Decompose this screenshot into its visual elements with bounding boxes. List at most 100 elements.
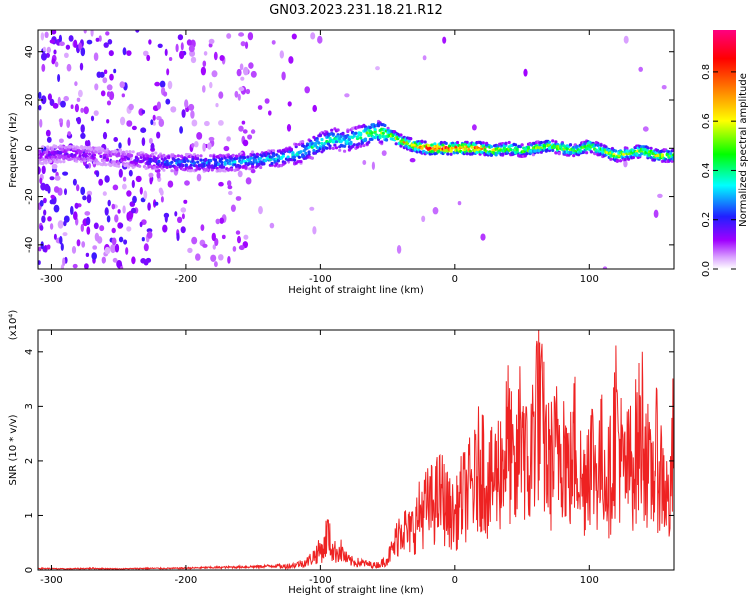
ridge-cell xyxy=(507,140,511,145)
ridge-cell xyxy=(465,152,469,156)
ridge-cell xyxy=(449,152,453,156)
ridge-cell xyxy=(359,144,363,148)
ridge-cell xyxy=(99,154,103,158)
ridge-cell xyxy=(394,142,398,146)
spectrogram-cell xyxy=(80,47,86,57)
spectrogram-cell xyxy=(102,191,107,196)
spectrogram-y-tick-label: 20 xyxy=(24,94,35,107)
ridge-cell xyxy=(94,150,98,154)
spectrogram-cell xyxy=(149,175,153,185)
ridge-cell xyxy=(368,125,372,130)
spectrogram-cell xyxy=(442,36,447,44)
spectrogram-cell xyxy=(98,178,104,186)
spectrogram-y-tick-label: 40 xyxy=(24,45,35,58)
spectrogram-cell xyxy=(42,46,46,52)
colorbar-tick-label: 0.8 xyxy=(701,64,712,80)
spectrogram-cell xyxy=(83,30,87,34)
ridge-cell xyxy=(202,164,206,168)
snr-y-tick-label: 1 xyxy=(24,512,35,518)
spectrogram-cell xyxy=(457,201,462,206)
spectrogram-cell xyxy=(317,35,323,44)
ridge-cell xyxy=(230,167,234,172)
spectrogram-cell xyxy=(148,137,153,144)
ridge-cell xyxy=(151,152,155,156)
ridge-cell xyxy=(331,146,335,150)
spectrogram-cell xyxy=(279,50,284,59)
snr-y-ticks: 0 1 2 3 4 xyxy=(24,349,674,573)
ridge-cell xyxy=(146,154,150,158)
ridge-cell xyxy=(60,145,64,149)
spectrogram-cell xyxy=(80,107,84,113)
ridge-cell xyxy=(299,150,303,154)
spectrogram-cell xyxy=(190,110,195,119)
ridge-cell xyxy=(170,160,174,164)
ridge-cell xyxy=(289,147,293,151)
spectrogram-cell xyxy=(122,176,127,182)
ridge-cell xyxy=(196,160,200,164)
ridge-cell xyxy=(646,146,650,150)
ridge-cell xyxy=(231,153,235,157)
ridge-cell xyxy=(209,158,213,163)
spectrogram-cell xyxy=(215,218,221,225)
ridge-cell xyxy=(100,159,105,163)
spectrogram-cell xyxy=(244,41,249,49)
spectrogram-cell xyxy=(196,132,203,140)
spectrogram-cell xyxy=(63,95,69,102)
ridge-cell xyxy=(464,147,468,151)
spectrogram-cell xyxy=(143,190,148,200)
ridge-cell xyxy=(625,146,629,150)
spectrogram-cell xyxy=(62,232,68,237)
ridge-cell xyxy=(186,159,190,163)
spectrogram-cell xyxy=(83,106,89,115)
spectrogram-cell xyxy=(85,164,89,169)
ridge-cell xyxy=(46,145,50,149)
spectrogram-cell xyxy=(106,84,113,91)
spectrogram-cell xyxy=(59,41,65,47)
ridge-cell xyxy=(126,157,130,161)
spectrogram-cell xyxy=(291,33,297,40)
spectrogram-cell xyxy=(208,136,215,142)
spectrogram-cell xyxy=(375,66,380,71)
spectrogram-cell xyxy=(212,244,216,250)
spectrogram-cell xyxy=(258,206,263,215)
ridge-cell xyxy=(283,161,287,165)
ridge-cell xyxy=(376,124,381,128)
spectrogram-cell xyxy=(39,177,43,184)
ridge-cell xyxy=(470,145,474,149)
ridge-cell xyxy=(223,169,227,173)
spectrogram-cell xyxy=(602,266,608,269)
ridge-cell xyxy=(551,139,555,143)
ridge-cell xyxy=(520,143,524,147)
spectrogram-frame xyxy=(37,29,675,270)
ridge-cell xyxy=(131,150,135,154)
ridge-cell xyxy=(47,150,51,154)
spectrogram-cell xyxy=(126,190,132,197)
spectrogram-cell xyxy=(250,168,256,174)
colorbar-label: Normalized spectral amplitude xyxy=(738,73,749,227)
spectrogram-cell xyxy=(111,227,116,234)
ridge-cell xyxy=(615,159,619,163)
ridge-cell xyxy=(359,136,363,140)
ridge-cell xyxy=(297,142,301,146)
ridge-cell xyxy=(44,161,48,165)
spectrogram-cell xyxy=(211,232,216,242)
spectrogram-cell xyxy=(344,93,350,98)
spectrogram-y-tick-label: -40 xyxy=(24,237,35,253)
spectrogram-cell xyxy=(523,68,528,77)
ridge-cell xyxy=(38,149,42,153)
ridge-cell xyxy=(154,158,158,163)
spectrogram-cell xyxy=(238,86,245,92)
spectrogram-cell xyxy=(218,120,224,126)
ridge-cell xyxy=(585,151,589,155)
ridge-cell xyxy=(272,149,276,153)
spectrogram-cell xyxy=(73,211,78,221)
ridge-cell xyxy=(251,150,255,154)
ridge-cell xyxy=(320,137,324,142)
spectrogram-cell xyxy=(159,189,164,196)
ridge-cell xyxy=(575,144,579,148)
spectrogram-cell xyxy=(84,263,89,269)
spectrogram-cell xyxy=(42,246,47,253)
spectrogram-cell xyxy=(381,150,387,157)
ridge-cell xyxy=(71,145,76,149)
spectrogram-cell xyxy=(38,260,41,265)
